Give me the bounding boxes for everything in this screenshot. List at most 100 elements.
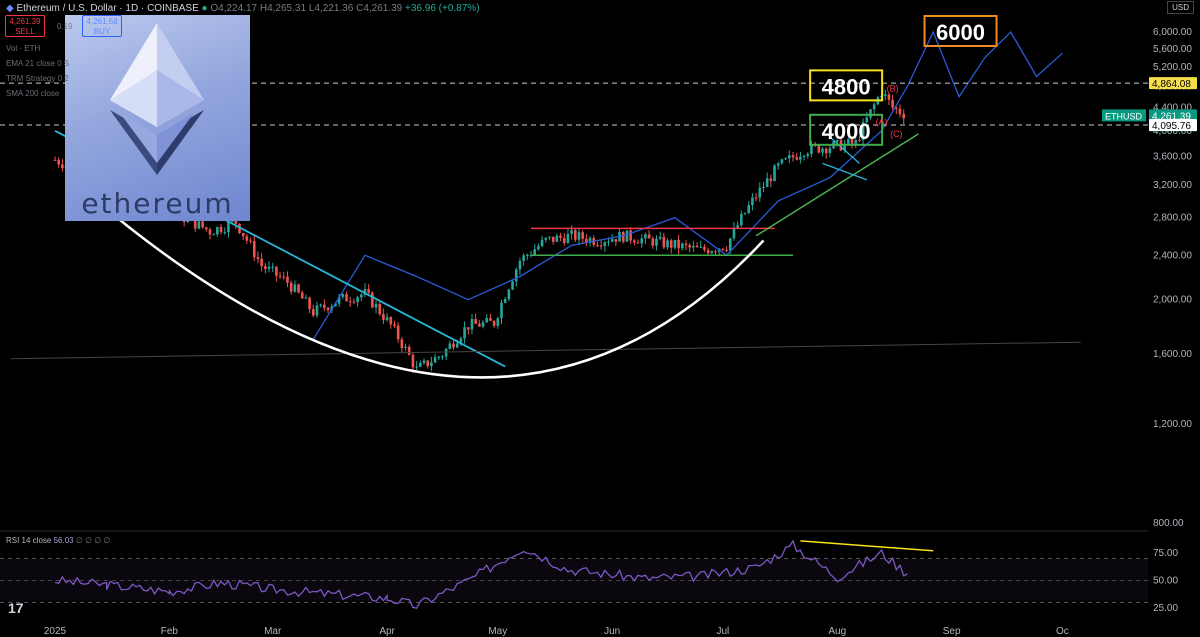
candle-body: [681, 243, 684, 249]
sell-button[interactable]: 4,261.39 SELL: [5, 15, 45, 37]
candle-body: [791, 155, 795, 158]
candle-body: [470, 319, 474, 330]
rsi-band: [0, 558, 1148, 603]
candle-body: [260, 258, 263, 267]
candle-body: [514, 269, 518, 282]
candle-body: [577, 232, 581, 240]
candle-body: [526, 254, 529, 256]
candle-body: [599, 245, 603, 247]
candle-body: [769, 178, 773, 182]
legend-trm[interactable]: TRM Strategy 0 2: [6, 74, 69, 83]
price-tick-label: 1,200.00: [1153, 419, 1192, 430]
legend-ema[interactable]: EMA 21 close 0 S: [6, 59, 70, 68]
projection-line: [312, 30, 1063, 340]
symbol-tag-box: [1102, 109, 1146, 122]
candle-body: [326, 307, 330, 311]
candle-body: [208, 229, 212, 235]
candle-body: [788, 155, 791, 159]
target-box: [923, 15, 998, 47]
candle-body: [334, 303, 337, 307]
target-box: [809, 69, 884, 102]
candle-body: [570, 230, 573, 235]
buy-button[interactable]: 4,261.58 BUY: [82, 15, 122, 37]
currency-selector[interactable]: USD: [1167, 1, 1194, 14]
candle-body: [455, 343, 459, 348]
candle-body: [193, 217, 197, 229]
candle-body: [588, 238, 592, 243]
candle-body: [743, 213, 747, 215]
candle-body: [802, 155, 806, 157]
candle-body: [869, 109, 872, 118]
ethereum-diamond-icon: [110, 23, 204, 175]
candle-body: [835, 139, 839, 142]
candle-body: [780, 159, 784, 164]
candle-body: [610, 239, 614, 242]
legend-rsi[interactable]: RSI 14 close 56.03 ∅ ∅ ∅ ∅: [6, 536, 111, 545]
candle-body: [463, 327, 466, 339]
candle-body: [902, 113, 905, 119]
candle-body: [319, 304, 322, 306]
rsi-tick-label: 75.00: [1153, 548, 1178, 559]
target-label: 4800: [822, 74, 871, 99]
candle-body: [540, 239, 544, 247]
candle-body: [249, 240, 252, 242]
price-tick-label: 1,600.00: [1153, 349, 1192, 360]
candle-body: [433, 357, 437, 363]
legend-sma[interactable]: SMA 200 close: [6, 89, 60, 98]
candle-body: [286, 276, 289, 283]
candle-body: [404, 346, 407, 349]
target-label: 6000: [936, 20, 985, 45]
candle-body: [872, 104, 876, 110]
price-label-box: [1149, 119, 1197, 132]
time-tick-label: Jul: [716, 626, 729, 637]
candle-body: [337, 296, 341, 304]
price-tick-label: 5,600.00: [1153, 44, 1192, 55]
candle-body: [647, 234, 651, 239]
candle-body: [640, 238, 644, 244]
candle-body: [389, 317, 393, 325]
candle-body: [559, 235, 562, 238]
candle-body: [740, 214, 743, 226]
candle-body: [275, 266, 278, 276]
time-tick-label: Sep: [943, 626, 961, 637]
candle-body: [655, 238, 658, 246]
candle-body: [492, 320, 496, 326]
candle-body: [485, 318, 489, 323]
flag-line-lower: [822, 162, 868, 181]
candle-body: [677, 239, 680, 249]
time-tick-label: Apr: [379, 626, 395, 637]
candle-body: [407, 346, 411, 355]
target-box: [809, 113, 884, 146]
candle-body: [603, 242, 607, 246]
candle-body: [806, 154, 810, 156]
candle-body: [728, 238, 732, 251]
wave-label: (A): [876, 117, 888, 127]
candle-body: [585, 238, 588, 243]
candle-body: [883, 94, 887, 96]
legend-volume[interactable]: Vol · ETH: [6, 44, 41, 53]
time-tick-label: May: [488, 626, 507, 637]
price-tick-label: 3,200.00: [1153, 180, 1192, 191]
candle-body: [227, 221, 230, 233]
price-tick-label: 6,000.00: [1153, 27, 1192, 38]
candle-body: [415, 366, 418, 368]
candle-body: [489, 318, 492, 321]
price-tick-label: 3,600.00: [1153, 151, 1192, 162]
candle-body: [503, 299, 507, 303]
logo-wordmark: ethereum: [81, 187, 234, 220]
candle-body: [411, 354, 415, 368]
wave-label: (B): [887, 84, 899, 94]
candle-body: [466, 327, 470, 330]
uptrend-line: [755, 133, 919, 237]
time-tick-label: Oc: [1056, 626, 1069, 637]
candle-body: [323, 304, 326, 308]
candle-body: [223, 232, 227, 234]
candle-body: [230, 220, 234, 222]
chart-title[interactable]: ◆ Ethereum / U.S. Dollar · 1D · COINBASE…: [6, 3, 480, 14]
candle-body: [758, 187, 762, 198]
symbol-icon: ◆: [6, 3, 14, 14]
price-label-text: 4,261.39: [1152, 111, 1191, 122]
candle-body: [216, 227, 219, 235]
candle-body: [555, 235, 559, 242]
candle-body: [308, 297, 311, 310]
